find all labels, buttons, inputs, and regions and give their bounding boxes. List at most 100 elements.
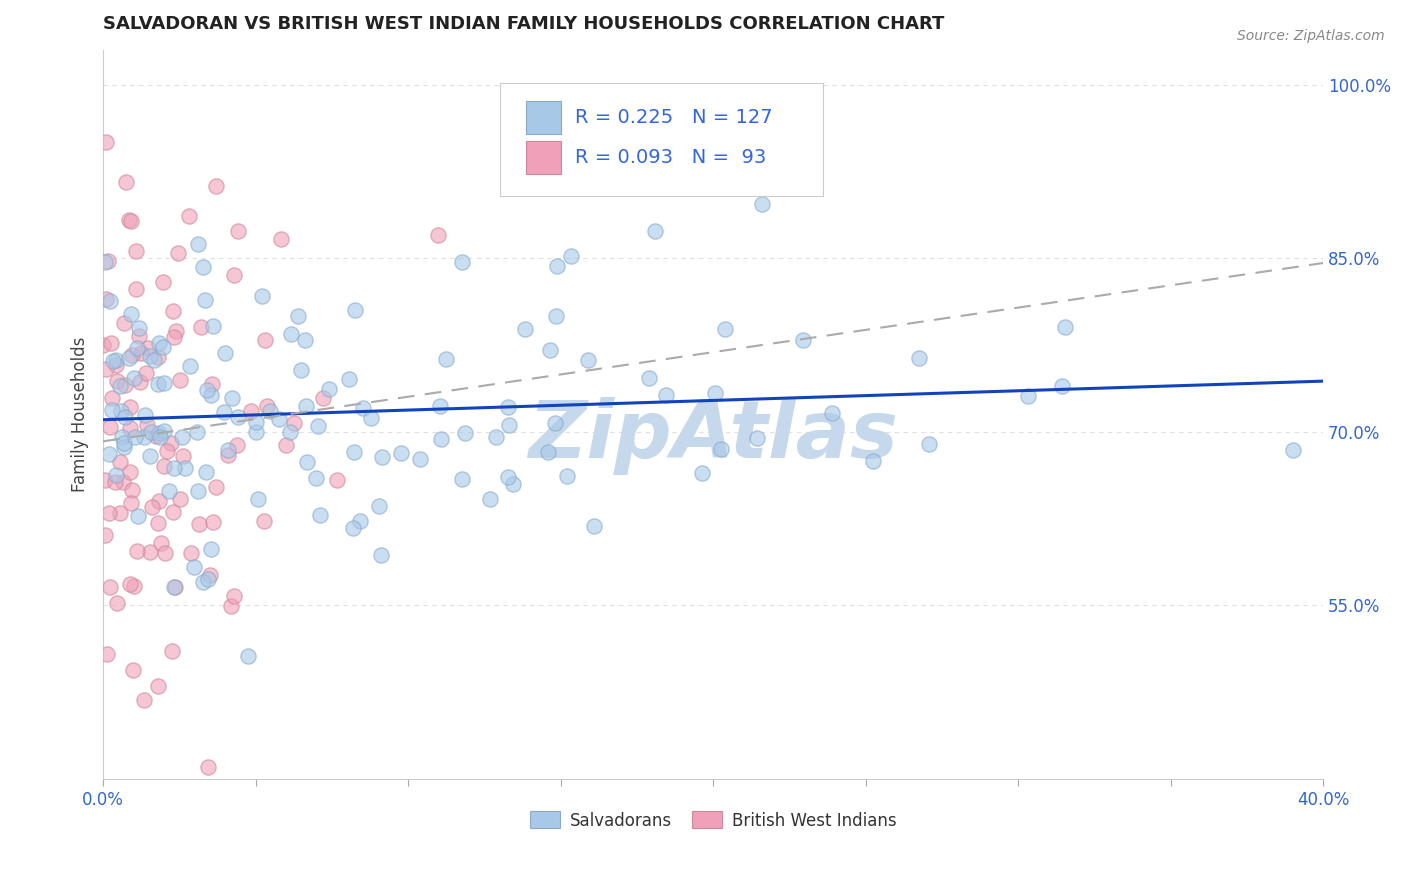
Point	[98, 580, 121, 594]
Point	[128, 321, 150, 335]
Point	[118, 401, 141, 415]
Point	[111, 475, 134, 490]
Point	[128, 329, 150, 343]
Point	[129, 346, 152, 360]
Point	[544, 416, 567, 430]
Point	[125, 282, 148, 296]
Point	[179, 359, 201, 374]
Y-axis label: Family Households: Family Households	[72, 336, 89, 492]
Point	[280, 327, 302, 342]
Point	[427, 228, 450, 243]
Point	[125, 544, 148, 558]
Point	[136, 341, 159, 355]
Point	[96, 293, 118, 307]
Point	[180, 546, 202, 560]
Point	[502, 476, 524, 491]
Point	[134, 692, 156, 706]
Point	[283, 416, 305, 430]
Point	[576, 352, 599, 367]
Point	[150, 536, 173, 550]
Point	[101, 392, 124, 406]
Point	[143, 352, 166, 367]
Point	[546, 259, 568, 273]
Point	[326, 473, 349, 487]
Point	[120, 214, 142, 228]
Point	[560, 249, 582, 263]
Point	[638, 370, 661, 384]
Text: SALVADORAN VS BRITISH WEST INDIAN FAMILY HOUSEHOLDS CORRELATION CHART: SALVADORAN VS BRITISH WEST INDIAN FAMILY…	[103, 15, 945, 33]
Point	[256, 399, 278, 413]
Point	[148, 425, 170, 440]
Point	[124, 244, 146, 258]
Point	[165, 580, 187, 594]
Point	[135, 366, 157, 380]
Point	[101, 353, 124, 368]
Legend: Salvadorans, British West Indians: Salvadorans, British West Indians	[523, 805, 903, 836]
Point	[121, 483, 143, 497]
Point	[148, 336, 170, 351]
Point	[309, 508, 332, 522]
Point	[174, 461, 197, 475]
Point	[122, 663, 145, 677]
Point	[152, 275, 174, 289]
Point	[546, 310, 568, 324]
Point	[252, 288, 274, 302]
Point	[96, 361, 118, 376]
Point	[297, 455, 319, 469]
Text: Source: ZipAtlas.com: Source: ZipAtlas.com	[1237, 29, 1385, 43]
Point	[450, 472, 472, 486]
Point	[644, 225, 666, 239]
Point	[190, 320, 212, 334]
Point	[105, 596, 128, 610]
Point	[370, 450, 392, 464]
Point	[146, 516, 169, 530]
Point	[163, 580, 186, 594]
Point	[408, 452, 430, 467]
Point	[152, 459, 174, 474]
Point	[389, 446, 412, 460]
Point	[170, 430, 193, 444]
Point	[690, 466, 713, 480]
Point	[120, 577, 142, 591]
Point	[134, 430, 156, 444]
Point	[287, 310, 309, 324]
Point	[183, 560, 205, 574]
Point	[163, 461, 186, 475]
Point	[290, 363, 312, 377]
Point	[93, 473, 115, 487]
Point	[108, 379, 131, 393]
Point	[430, 432, 453, 446]
Point	[191, 574, 214, 589]
Point	[194, 465, 217, 479]
Point	[429, 400, 451, 414]
FancyBboxPatch shape	[526, 101, 561, 134]
Point	[191, 260, 214, 275]
Point	[217, 448, 239, 462]
Point	[167, 245, 190, 260]
Point	[112, 436, 135, 450]
Point	[141, 425, 163, 439]
Point	[152, 340, 174, 354]
Point	[655, 388, 678, 402]
Point	[110, 429, 132, 443]
Point	[148, 377, 170, 392]
Point	[197, 760, 219, 774]
Point	[200, 388, 222, 402]
Point	[201, 516, 224, 530]
Point	[704, 386, 727, 401]
Point	[245, 415, 267, 429]
FancyBboxPatch shape	[526, 141, 561, 174]
Point	[120, 308, 142, 322]
Point	[745, 431, 768, 445]
Point	[1282, 443, 1305, 458]
Point	[98, 293, 121, 308]
Point	[245, 425, 267, 439]
Point	[93, 338, 115, 352]
Point	[496, 470, 519, 484]
Point	[226, 224, 249, 238]
Point	[145, 428, 167, 442]
Point	[110, 404, 132, 418]
Point	[169, 373, 191, 387]
Point	[141, 500, 163, 515]
Point	[135, 418, 157, 433]
